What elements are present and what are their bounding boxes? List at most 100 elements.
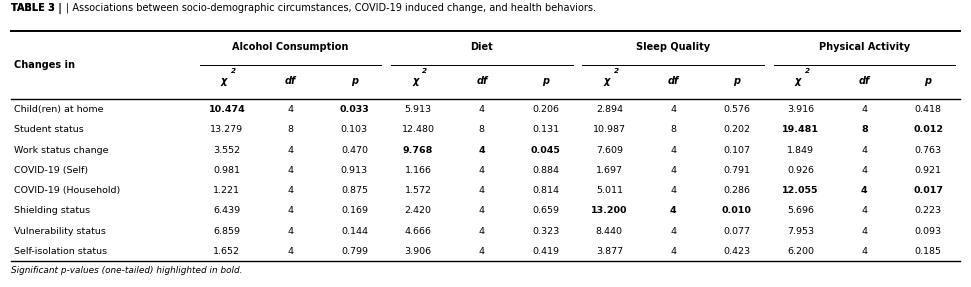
Text: 7.609: 7.609 bbox=[596, 146, 622, 155]
Text: df: df bbox=[858, 76, 870, 86]
Text: Work status change: Work status change bbox=[14, 146, 109, 155]
Text: 4: 4 bbox=[670, 186, 676, 195]
Text: 3.877: 3.877 bbox=[596, 247, 623, 256]
Text: p: p bbox=[351, 76, 358, 86]
Text: 13.200: 13.200 bbox=[591, 206, 627, 215]
Text: 19.481: 19.481 bbox=[782, 125, 820, 134]
Text: 5.011: 5.011 bbox=[596, 186, 622, 195]
Text: 1.652: 1.652 bbox=[214, 247, 241, 256]
Text: 4: 4 bbox=[670, 247, 676, 256]
Text: 0.010: 0.010 bbox=[721, 206, 752, 215]
Text: 3.916: 3.916 bbox=[787, 105, 814, 114]
Text: 0.093: 0.093 bbox=[915, 226, 942, 236]
Text: 0.423: 0.423 bbox=[723, 247, 751, 256]
Text: 2: 2 bbox=[422, 68, 427, 74]
Text: COVID-19 (Household): COVID-19 (Household) bbox=[14, 186, 120, 195]
Text: 0.981: 0.981 bbox=[214, 166, 241, 175]
Text: 0.926: 0.926 bbox=[787, 166, 814, 175]
Text: 0.107: 0.107 bbox=[723, 146, 751, 155]
Text: 4: 4 bbox=[287, 226, 293, 236]
Text: 4: 4 bbox=[861, 226, 867, 236]
Text: p: p bbox=[733, 76, 740, 86]
Text: χ: χ bbox=[220, 76, 227, 86]
Text: 0.913: 0.913 bbox=[341, 166, 368, 175]
Text: 1.697: 1.697 bbox=[596, 166, 622, 175]
Text: 0.659: 0.659 bbox=[532, 206, 559, 215]
Text: 4: 4 bbox=[861, 186, 868, 195]
Text: Shielding status: Shielding status bbox=[14, 206, 90, 215]
Text: 4: 4 bbox=[287, 206, 293, 215]
Text: 0.814: 0.814 bbox=[532, 186, 559, 195]
Text: 6.200: 6.200 bbox=[787, 247, 814, 256]
Text: COVID-19 (Self): COVID-19 (Self) bbox=[14, 166, 88, 175]
Text: 8: 8 bbox=[861, 125, 868, 134]
Text: Child(ren) at home: Child(ren) at home bbox=[14, 105, 104, 114]
Text: 0.419: 0.419 bbox=[532, 247, 559, 256]
Text: 4: 4 bbox=[861, 166, 867, 175]
Text: 0.169: 0.169 bbox=[341, 206, 368, 215]
Text: Diet: Diet bbox=[471, 42, 493, 52]
Text: p: p bbox=[542, 76, 550, 86]
Text: 0.286: 0.286 bbox=[723, 186, 751, 195]
Text: 1.572: 1.572 bbox=[405, 186, 432, 195]
Text: 5.913: 5.913 bbox=[405, 105, 432, 114]
Text: Vulnerability status: Vulnerability status bbox=[14, 226, 106, 236]
Text: 0.323: 0.323 bbox=[532, 226, 559, 236]
Text: 8: 8 bbox=[670, 125, 676, 134]
Text: df: df bbox=[667, 76, 679, 86]
Text: 0.875: 0.875 bbox=[341, 186, 368, 195]
Text: 8.440: 8.440 bbox=[596, 226, 622, 236]
Text: 4: 4 bbox=[479, 206, 485, 215]
Text: 0.103: 0.103 bbox=[341, 125, 368, 134]
Text: | Associations between socio-demographic circumstances, COVID-19 induced change,: | Associations between socio-demographic… bbox=[66, 3, 596, 13]
Text: 2.420: 2.420 bbox=[405, 206, 432, 215]
Text: 5.696: 5.696 bbox=[787, 206, 814, 215]
Text: 12.055: 12.055 bbox=[783, 186, 819, 195]
Text: 0.791: 0.791 bbox=[723, 166, 751, 175]
Text: 4: 4 bbox=[479, 226, 485, 236]
Text: 0.576: 0.576 bbox=[723, 105, 751, 114]
Text: 4: 4 bbox=[287, 166, 293, 175]
Text: Sleep Quality: Sleep Quality bbox=[636, 42, 710, 52]
Text: Significant p-values (one-tailed) highlighted in bold.: Significant p-values (one-tailed) highli… bbox=[11, 266, 243, 275]
Text: 2: 2 bbox=[614, 68, 619, 74]
Text: 2: 2 bbox=[805, 68, 810, 74]
Text: 1.849: 1.849 bbox=[787, 146, 814, 155]
Text: p: p bbox=[924, 76, 931, 86]
Text: Self-isolation status: Self-isolation status bbox=[14, 247, 107, 256]
Text: 0.763: 0.763 bbox=[915, 146, 942, 155]
Text: 0.470: 0.470 bbox=[341, 146, 368, 155]
Text: TABLE 3 |: TABLE 3 | bbox=[11, 3, 65, 14]
Text: 4: 4 bbox=[479, 247, 485, 256]
Text: df: df bbox=[476, 76, 487, 86]
Text: χ: χ bbox=[603, 76, 610, 86]
Text: 4: 4 bbox=[287, 186, 293, 195]
Text: 6.859: 6.859 bbox=[214, 226, 241, 236]
Text: 6.439: 6.439 bbox=[214, 206, 241, 215]
Text: 0.012: 0.012 bbox=[913, 125, 943, 134]
Text: Changes in: Changes in bbox=[14, 60, 75, 70]
Text: 4: 4 bbox=[479, 105, 485, 114]
Text: 4: 4 bbox=[861, 146, 867, 155]
Text: 4: 4 bbox=[670, 206, 677, 215]
Text: 0.418: 0.418 bbox=[915, 105, 942, 114]
Text: 0.045: 0.045 bbox=[531, 146, 560, 155]
Text: χ: χ bbox=[412, 76, 419, 86]
Text: 4: 4 bbox=[861, 105, 867, 114]
Text: χ: χ bbox=[794, 76, 801, 86]
Text: Physical Activity: Physical Activity bbox=[819, 42, 910, 52]
Text: 4: 4 bbox=[287, 105, 293, 114]
Text: 13.279: 13.279 bbox=[211, 125, 244, 134]
Text: 4: 4 bbox=[861, 206, 867, 215]
Text: 3.552: 3.552 bbox=[214, 146, 241, 155]
Text: 0.033: 0.033 bbox=[340, 105, 369, 114]
Text: TABLE 3: TABLE 3 bbox=[11, 3, 55, 13]
Text: 1.221: 1.221 bbox=[214, 186, 241, 195]
Text: 4: 4 bbox=[479, 166, 485, 175]
Text: Student status: Student status bbox=[14, 125, 84, 134]
Text: 8: 8 bbox=[287, 125, 293, 134]
Text: 4: 4 bbox=[861, 247, 867, 256]
Text: 0.223: 0.223 bbox=[915, 206, 942, 215]
Text: 10.987: 10.987 bbox=[593, 125, 626, 134]
Text: 0.131: 0.131 bbox=[532, 125, 559, 134]
